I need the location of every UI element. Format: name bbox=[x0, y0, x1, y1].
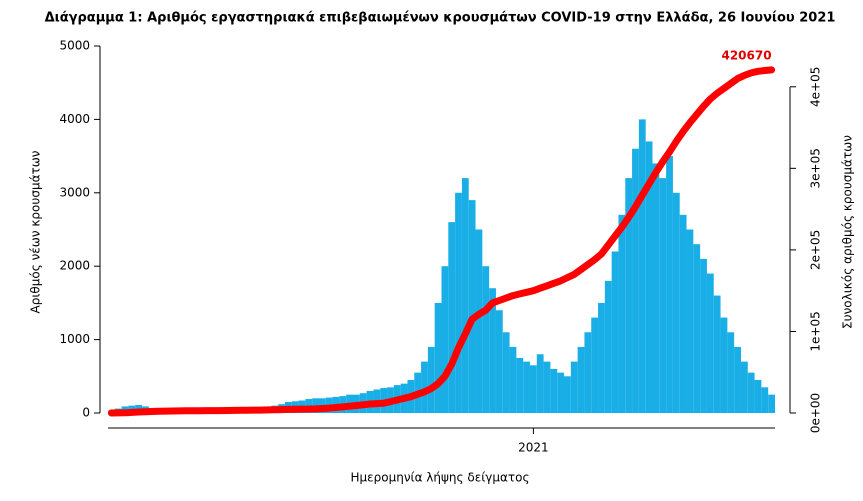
bar bbox=[754, 379, 762, 413]
bar bbox=[693, 244, 701, 413]
bar bbox=[645, 141, 653, 414]
bar bbox=[659, 178, 667, 413]
bar bbox=[455, 192, 462, 413]
bar bbox=[618, 214, 626, 413]
bar bbox=[434, 302, 442, 413]
bar bbox=[550, 368, 558, 413]
y-tick-label: 5000 bbox=[59, 39, 90, 53]
bar bbox=[638, 119, 646, 414]
annotation: 420670 bbox=[721, 48, 771, 62]
bar bbox=[632, 148, 639, 413]
y-tick-label: 3000 bbox=[59, 185, 90, 199]
bar bbox=[652, 163, 660, 413]
bar bbox=[598, 302, 605, 413]
bar bbox=[557, 372, 565, 413]
bar bbox=[502, 332, 510, 413]
bar bbox=[536, 354, 544, 413]
bar bbox=[713, 295, 721, 413]
bar bbox=[564, 376, 571, 413]
y2-tick-label: 1e+05 bbox=[809, 311, 823, 351]
y2-tick-label: 3e+05 bbox=[809, 148, 823, 188]
bar bbox=[734, 346, 741, 413]
y2-axis-label: Συνολικός αριθμός κρουσμάτων bbox=[841, 135, 855, 329]
bar bbox=[577, 346, 585, 413]
bar bbox=[543, 361, 551, 413]
bar bbox=[727, 332, 735, 413]
bar bbox=[461, 178, 469, 413]
bar bbox=[686, 229, 694, 413]
bar bbox=[584, 332, 592, 413]
bar bbox=[740, 361, 748, 413]
bar bbox=[529, 365, 537, 413]
bar bbox=[679, 214, 687, 413]
bar bbox=[570, 361, 578, 413]
bar bbox=[468, 200, 476, 413]
bar bbox=[516, 357, 524, 413]
bar bbox=[625, 178, 633, 413]
bar bbox=[761, 387, 769, 413]
y-tick-label: 2000 bbox=[59, 259, 90, 273]
bar bbox=[604, 280, 612, 413]
bar bbox=[509, 346, 517, 413]
x-axis-label: Ημερομηνία λήψης δείγματος bbox=[350, 471, 529, 485]
cumulative-line bbox=[107, 66, 776, 417]
bar bbox=[448, 222, 456, 413]
bar bbox=[700, 258, 707, 413]
y2-tick-label: 2e+05 bbox=[809, 230, 823, 270]
bar bbox=[747, 372, 755, 413]
bar bbox=[672, 192, 680, 413]
bar bbox=[591, 317, 599, 413]
bar bbox=[768, 394, 775, 413]
bar bbox=[421, 361, 428, 413]
bar bbox=[475, 229, 483, 413]
bar bbox=[706, 273, 714, 413]
y2-tick-label: 4e+05 bbox=[809, 67, 823, 107]
y-tick-label: 1000 bbox=[59, 332, 90, 346]
bar bbox=[482, 266, 490, 413]
y-tick-label: 4000 bbox=[59, 112, 90, 126]
y-axis-label: Αριθμός νέων κρουσμάτων bbox=[29, 150, 43, 313]
x-tick-label: 2021 bbox=[518, 441, 549, 455]
chart-title: Διάγραμμα 1: Αριθμός εργαστηριακά επιβεβ… bbox=[45, 11, 836, 26]
bar bbox=[523, 361, 530, 413]
y-tick-label: 0 bbox=[82, 406, 90, 420]
y2-tick-label: 0e+00 bbox=[809, 393, 823, 433]
bar bbox=[666, 156, 673, 413]
bar bbox=[427, 346, 435, 413]
bar bbox=[611, 251, 619, 413]
bar bbox=[495, 310, 503, 413]
bar bbox=[489, 288, 496, 413]
bar bbox=[720, 317, 728, 413]
bar bbox=[441, 266, 449, 413]
